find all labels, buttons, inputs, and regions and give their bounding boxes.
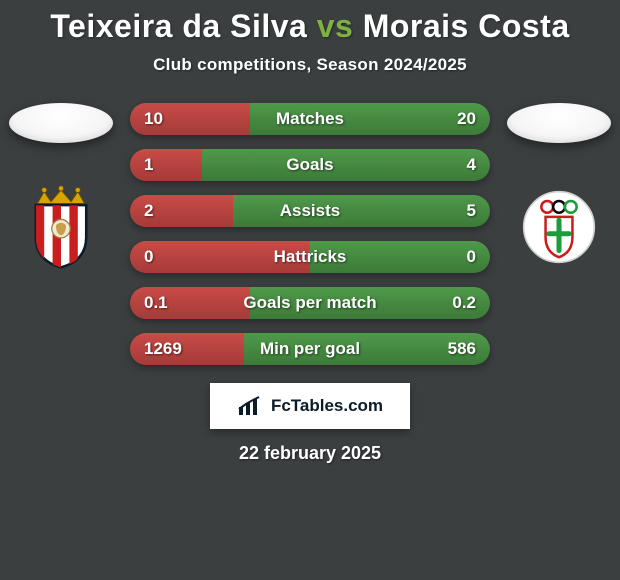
brand-text: FcTables.com xyxy=(271,396,383,416)
bar-hattricks: 0 Hattricks 0 xyxy=(130,241,490,273)
bar-min-per-goal: 1269 Min per goal 586 xyxy=(130,333,490,365)
player-avatar-left xyxy=(9,103,113,143)
right-player-column xyxy=(504,103,614,269)
bar-fill-left xyxy=(130,149,202,181)
title-right: Morais Costa xyxy=(363,8,570,44)
player-avatar-right xyxy=(507,103,611,143)
bar-assists: 2 Assists 5 xyxy=(130,195,490,227)
date-text: 22 february 2025 xyxy=(0,443,620,464)
brand-chart-icon xyxy=(237,395,263,417)
bar-goals-per-match: 0.1 Goals per match 0.2 xyxy=(130,287,490,319)
bar-fill-left xyxy=(130,333,244,365)
club-crest-left xyxy=(11,185,111,269)
title-vs: vs xyxy=(317,8,354,44)
subtitle: Club competitions, Season 2024/2025 xyxy=(0,55,620,75)
comparison-bars: 10 Matches 20 1 Goals 4 2 Assists 5 xyxy=(130,103,490,365)
bar-matches: 10 Matches 20 xyxy=(130,103,490,135)
club-crest-right xyxy=(509,185,609,269)
page-title: Teixeira da Silva vs Morais Costa xyxy=(0,8,620,45)
crest-right-icon xyxy=(509,185,609,269)
crest-left-icon xyxy=(11,185,111,269)
bar-fill-left xyxy=(130,103,250,135)
bar-fill-left xyxy=(130,241,310,273)
brand-box: FcTables.com xyxy=(210,383,410,429)
title-left: Teixeira da Silva xyxy=(50,8,307,44)
left-player-column xyxy=(6,103,116,269)
bar-fill-left xyxy=(130,195,233,227)
bar-goals: 1 Goals 4 xyxy=(130,149,490,181)
bar-fill-left xyxy=(130,287,250,319)
